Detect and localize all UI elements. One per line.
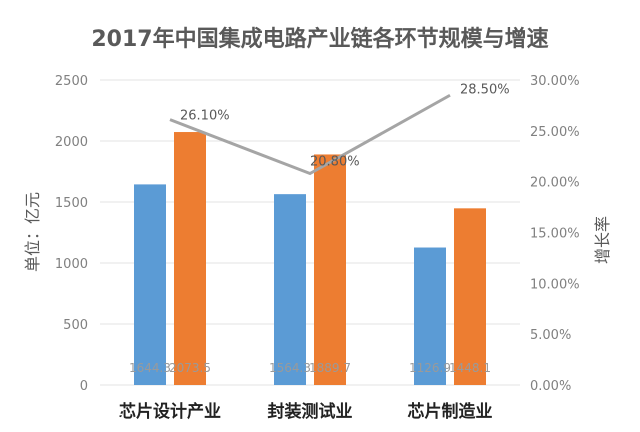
gridlines xyxy=(100,79,520,386)
growth-rate-line: 26.10% 20.80% 28.50% xyxy=(169,82,510,176)
y2-tick-label: 15.00% xyxy=(530,227,580,242)
y-tick-label: 0 xyxy=(80,379,88,394)
y-tick-label: 1500 xyxy=(55,196,88,211)
bar xyxy=(134,184,166,385)
y2-tick-label: 30.00% xyxy=(530,74,580,89)
category-labels: 芯片设计产业 封装测试业 芯片制造业 xyxy=(119,401,493,422)
growth-rate-label: 20.80% xyxy=(310,155,360,170)
category-label: 芯片制造业 xyxy=(408,401,493,422)
y2-tick-label: 5.00% xyxy=(530,328,571,343)
y2-tick-label: 0.00% xyxy=(530,379,571,394)
growth-rate-label: 28.50% xyxy=(460,82,510,97)
bar-value-label: 1448.1 xyxy=(449,361,491,375)
bar xyxy=(314,154,346,385)
y-axis-label: 单位：亿元 xyxy=(23,192,42,272)
y-tick-label: 2000 xyxy=(55,135,88,150)
growth-rate-polyline xyxy=(169,93,451,176)
bar-value-label: 1126.9 xyxy=(409,361,451,375)
bar xyxy=(274,194,306,385)
growth-rate-label: 26.10% xyxy=(180,109,230,124)
y2-tick-label: 25.00% xyxy=(530,125,580,140)
bar-value-label: 1564.3 xyxy=(269,361,311,375)
y2-axis-ticks: 0.00% 5.00% 10.00% 15.00% 20.00% 25.00% 30.00% xyxy=(530,74,580,394)
y2-tick-label: 20.00% xyxy=(530,176,580,191)
bar-value-label: 1644.3 xyxy=(129,361,171,375)
watermark: 搜狐号@焉知汽车 xyxy=(12,407,124,424)
y2-tick-label: 10.00% xyxy=(530,277,580,292)
bar xyxy=(414,247,446,385)
y2-axis-label: 增长率 xyxy=(593,216,612,264)
category-label: 芯片设计产业 xyxy=(119,401,221,422)
bar-value-label: 1889.7 xyxy=(309,361,351,375)
bar-value-label: 2073.5 xyxy=(169,361,211,375)
chart-title: 2017年中国集成电路产业链各环节规模与增速 xyxy=(91,26,548,52)
category-label: 封装测试业 xyxy=(268,401,353,422)
y-tick-label: 500 xyxy=(63,318,88,333)
bars xyxy=(134,132,486,385)
y-tick-label: 1000 xyxy=(55,257,88,272)
bar xyxy=(454,208,486,385)
y-tick-label: 2500 xyxy=(55,74,88,89)
y-axis-ticks: 0 500 1000 1500 2000 2500 xyxy=(55,74,88,394)
bar xyxy=(174,132,206,385)
